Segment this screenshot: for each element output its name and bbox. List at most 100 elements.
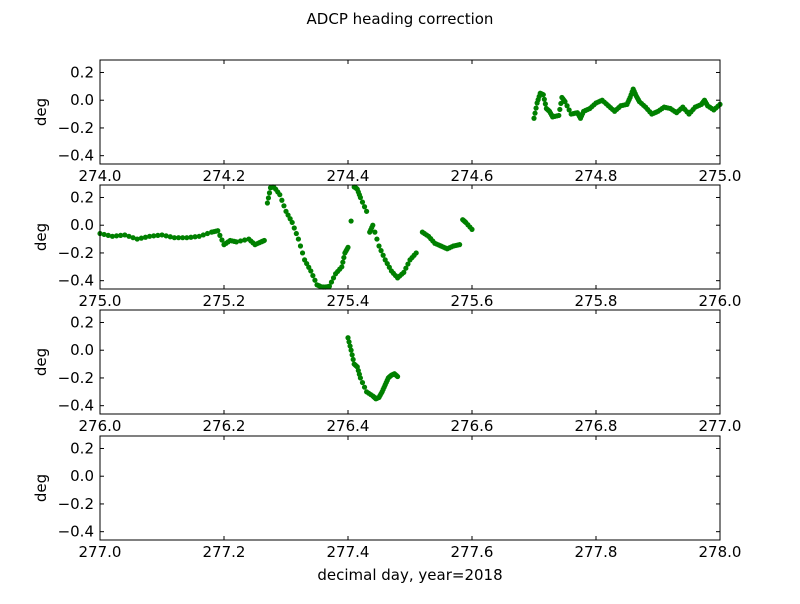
- data-point: [308, 268, 314, 274]
- data-point: [142, 234, 149, 240]
- data-point: [217, 232, 223, 238]
- data-point: [374, 236, 380, 242]
- data-points: [531, 86, 723, 121]
- y-tick-label: 0.0: [70, 467, 94, 485]
- data-point: [293, 230, 299, 237]
- data-point: [557, 106, 563, 113]
- data-point: [345, 244, 351, 250]
- data-point: [101, 231, 107, 238]
- data-points: [97, 184, 475, 290]
- data-point: [180, 235, 186, 241]
- y-tick-label: 0.2: [70, 63, 94, 81]
- data-point: [215, 228, 221, 234]
- data-point: [348, 347, 354, 353]
- x-tick-label: 278.0: [699, 543, 742, 561]
- data-point: [279, 197, 285, 203]
- y-tick-label: 0.2: [70, 313, 94, 331]
- data-point: [533, 105, 539, 111]
- axes-frame: [99, 309, 721, 415]
- data-point: [376, 243, 382, 249]
- x-tick-label: 276.2: [203, 417, 246, 435]
- axes-frame: [99, 435, 721, 541]
- data-point: [347, 343, 353, 349]
- x-tick-label: 275.6: [451, 292, 494, 310]
- data-point: [405, 261, 411, 267]
- axes-frame: [99, 59, 721, 165]
- data-point: [378, 248, 384, 254]
- y-tick-label: 0.2: [70, 439, 94, 457]
- y-tick-label: −0.4: [58, 272, 94, 290]
- y-tick-label: 0.0: [70, 341, 94, 359]
- y-tick-label: −0.2: [58, 119, 94, 137]
- data-point: [118, 232, 124, 238]
- x-tick-label: 274.6: [451, 167, 494, 185]
- data-point: [562, 99, 568, 105]
- data-point: [163, 233, 169, 239]
- panel-3: 276.0 276.2 276.4 276.6 276.8 277.0 0.2 0.0 −0.2…: [32, 309, 741, 435]
- data-point: [105, 232, 111, 238]
- panel-1: 274.0 274.2 274.4 274.6 274.8 275.0 0.2 0.0 −0.2…: [32, 59, 741, 185]
- y-tick-label: −0.2: [58, 369, 94, 387]
- y-tick-label: 0.2: [70, 188, 94, 206]
- data-point: [233, 239, 239, 245]
- x-tick-label: 276.8: [575, 417, 618, 435]
- data-point: [457, 242, 463, 248]
- data-point: [413, 250, 419, 256]
- x-tick-label: 277.0: [79, 543, 122, 561]
- y-axis-label: deg: [32, 98, 50, 126]
- data-point: [295, 236, 301, 242]
- x-tick-label: 274.4: [327, 167, 370, 185]
- y-tick-label: 0.0: [70, 91, 94, 109]
- data-point: [341, 254, 347, 261]
- panel-4: 277.0 277.2 277.4 277.6 277.8 278.0 0.2 0.0 −0.2…: [32, 435, 742, 561]
- data-point: [541, 96, 547, 102]
- data-point: [364, 208, 370, 214]
- axes-frame: [99, 184, 721, 290]
- data-points: [345, 335, 401, 402]
- data-point: [219, 237, 225, 243]
- data-point: [326, 283, 332, 289]
- data-point: [204, 230, 211, 237]
- data-point: [372, 229, 378, 235]
- data-point: [297, 243, 304, 249]
- data-point: [130, 235, 136, 241]
- data-point: [126, 233, 132, 239]
- data-point: [328, 279, 335, 285]
- data-point: [330, 275, 337, 281]
- data-point: [291, 225, 297, 231]
- data-point: [113, 233, 120, 239]
- x-tick-label: 277.8: [575, 543, 618, 561]
- data-point: [540, 92, 546, 98]
- y-tick-label: −0.2: [58, 244, 94, 262]
- data-point: [403, 265, 409, 271]
- data-point: [532, 110, 538, 116]
- data-point: [265, 195, 272, 201]
- y-tick-label: −0.4: [58, 397, 94, 415]
- x-tick-label: 274.0: [79, 167, 122, 185]
- data-point: [361, 384, 368, 390]
- data-point: [184, 235, 190, 241]
- data-point: [380, 252, 386, 258]
- data-point: [289, 219, 295, 226]
- data-point: [261, 237, 267, 244]
- data-point: [122, 232, 128, 238]
- x-tick-label: 275.4: [327, 292, 370, 310]
- chart-title: ADCP heading correction: [307, 10, 494, 28]
- data-point: [196, 233, 202, 239]
- x-tick-label: 274.2: [203, 167, 246, 185]
- data-point: [542, 101, 548, 107]
- data-point: [361, 204, 368, 210]
- data-point: [138, 235, 144, 241]
- y-tick-label: 0.0: [70, 216, 94, 234]
- data-point: [558, 100, 564, 107]
- data-point: [359, 379, 366, 386]
- x-tick-label: 275.8: [575, 292, 618, 310]
- x-tick-label: 275.2: [203, 292, 246, 310]
- data-point: [266, 190, 273, 196]
- data-point: [175, 235, 182, 241]
- y-tick-label: −0.4: [58, 147, 94, 165]
- x-tick-label: 277.2: [203, 543, 246, 561]
- data-point: [310, 272, 316, 279]
- data-point: [395, 373, 401, 380]
- data-point: [312, 277, 318, 283]
